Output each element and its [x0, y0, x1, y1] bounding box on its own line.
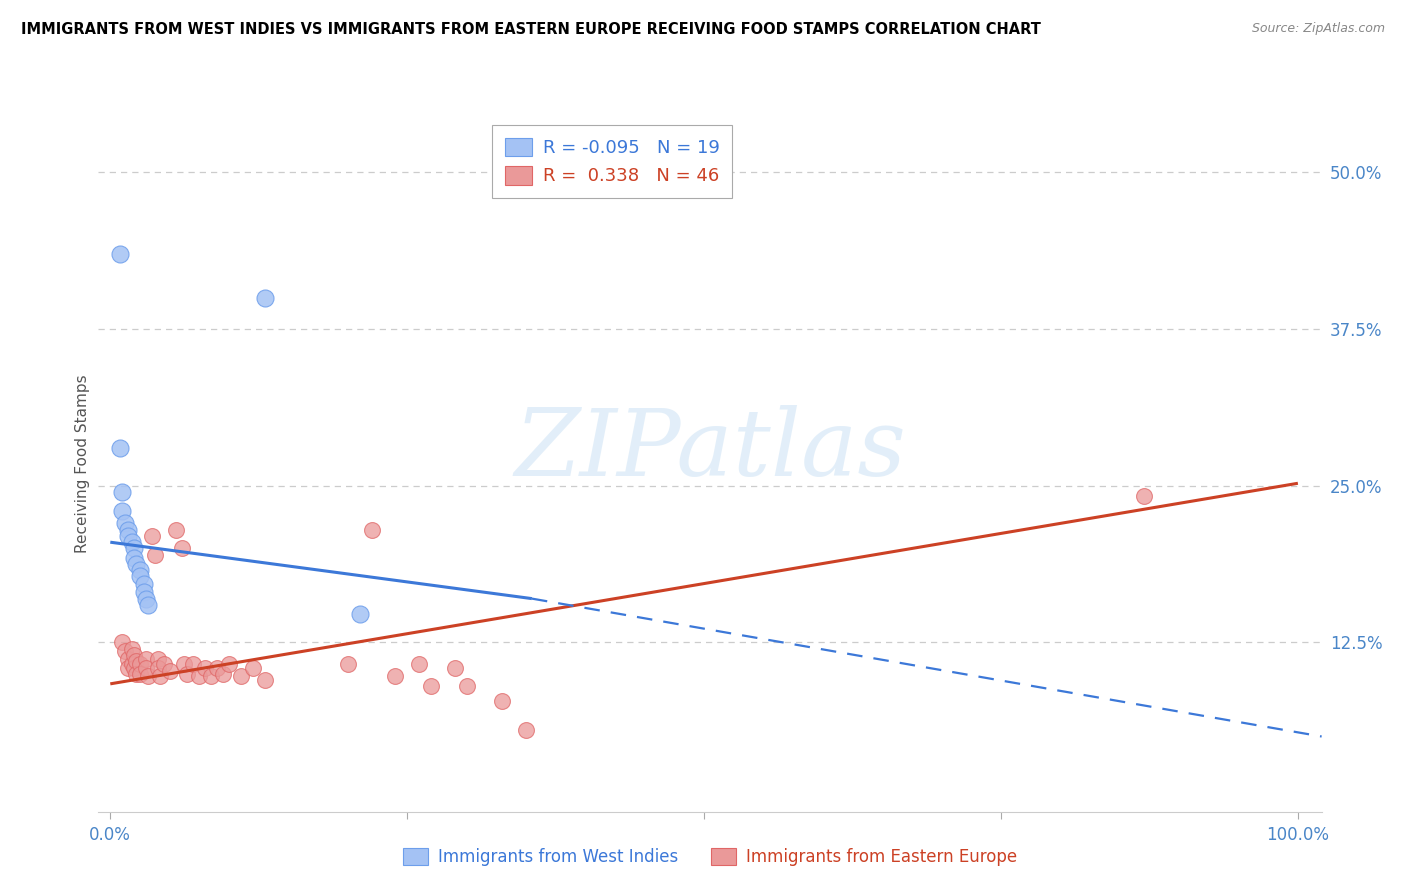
Y-axis label: Receiving Food Stamps: Receiving Food Stamps [75, 375, 90, 553]
Point [456, 679, 478, 693]
Point [129, 657, 152, 671]
Point [136, 598, 159, 612]
Point [117, 523, 139, 537]
Point [165, 523, 187, 537]
Point [129, 563, 152, 577]
Point [349, 607, 371, 621]
Point [129, 666, 152, 681]
Point [135, 591, 157, 606]
Point [146, 652, 169, 666]
Point [125, 666, 148, 681]
Point [212, 666, 235, 681]
Point [200, 669, 222, 683]
Point [336, 657, 359, 671]
Point [141, 529, 163, 543]
Text: IMMIGRANTS FROM WEST INDIES VS IMMIGRANTS FROM EASTERN EUROPE RECEIVING FOOD STA: IMMIGRANTS FROM WEST INDIES VS IMMIGRANT… [21, 22, 1040, 37]
Point [122, 648, 145, 662]
Point [420, 679, 443, 693]
Point [194, 660, 217, 674]
Point [149, 669, 172, 683]
Point [108, 441, 131, 455]
Point [173, 657, 195, 671]
Point [121, 641, 143, 656]
Point [218, 657, 240, 671]
Point [515, 723, 537, 738]
Point [229, 669, 252, 683]
Point [114, 516, 136, 531]
Point [176, 666, 198, 681]
Point [491, 694, 513, 708]
Point [111, 485, 134, 500]
Point [188, 669, 211, 683]
Point [125, 557, 148, 571]
Point [114, 644, 136, 658]
Point [253, 673, 276, 687]
Point [408, 657, 430, 671]
Point [146, 660, 169, 674]
Point [170, 541, 193, 556]
Point [117, 660, 139, 674]
Point [121, 657, 143, 671]
Point [121, 535, 143, 549]
Point [111, 504, 134, 518]
Point [443, 660, 465, 674]
Point [125, 654, 148, 668]
Point [132, 585, 155, 599]
Text: Source: ZipAtlas.com: Source: ZipAtlas.com [1251, 22, 1385, 36]
Point [205, 660, 228, 674]
Point [108, 247, 131, 261]
Point [159, 665, 181, 679]
Point [132, 576, 155, 591]
Text: ZIPatlas: ZIPatlas [515, 405, 905, 495]
Point [360, 523, 382, 537]
Point [117, 529, 139, 543]
Point [122, 660, 145, 674]
Point [122, 551, 145, 566]
Point [242, 660, 264, 674]
Point [135, 652, 157, 666]
Point [1132, 489, 1154, 503]
Point [122, 541, 145, 556]
Point [152, 657, 174, 671]
Point [135, 660, 157, 674]
Point [145, 548, 167, 562]
Point [129, 569, 152, 583]
Point [111, 635, 134, 649]
Point [183, 657, 205, 671]
Legend: Immigrants from West Indies, Immigrants from Eastern Europe: Immigrants from West Indies, Immigrants … [396, 841, 1024, 873]
Point [117, 652, 139, 666]
Point [384, 669, 406, 683]
Point [253, 291, 276, 305]
Point [136, 669, 159, 683]
